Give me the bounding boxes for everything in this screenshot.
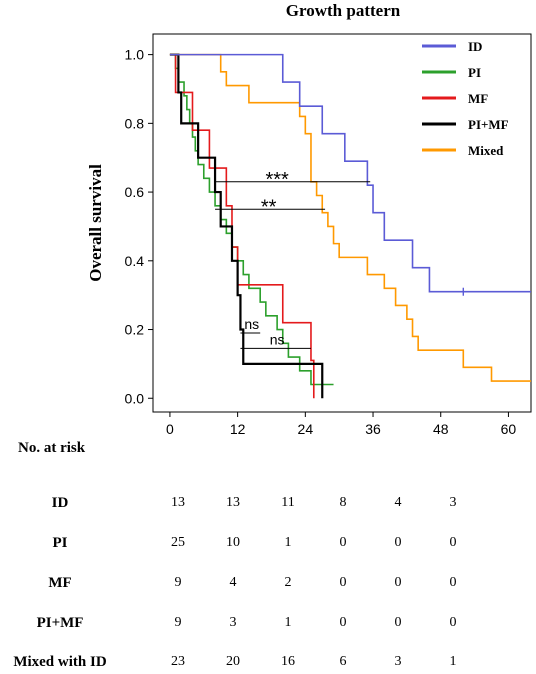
risk-cell: 4 <box>394 495 402 510</box>
risk-table-row: ID 13 13 11 8 4 3 <box>0 495 536 515</box>
risk-cell: 10 <box>226 535 240 550</box>
survival-curve-pi-mf <box>169 53 324 399</box>
risk-row-label: PI+MF <box>36 615 84 631</box>
significance-label: *** <box>265 169 289 191</box>
y-tick-label: 0.8 <box>125 115 145 131</box>
y-axis-label: Overall survival <box>86 164 105 282</box>
risk-cell: 23 <box>171 654 185 669</box>
risk-cell: 9 <box>174 615 182 630</box>
risk-cell: 0 <box>339 575 347 590</box>
risk-table-row: Mixed with ID 23 20 16 6 3 1 <box>0 654 536 674</box>
risk-table-row: MF 9 4 2 0 0 0 <box>0 575 536 595</box>
survival-curve-mixed <box>169 53 531 382</box>
significance-label: ns <box>244 316 259 332</box>
risk-cell: 0 <box>449 575 457 590</box>
risk-cell: 0 <box>339 615 347 630</box>
risk-cell: 0 <box>394 535 402 550</box>
risk-cell: 1 <box>284 535 292 550</box>
risk-row-label: MF <box>48 575 72 591</box>
survival-chart: Growth pattern 0 12 24 36 48 60 0.0 0.2 0.4 0.6 0.8… <box>86 1 532 437</box>
survival-curve-mf <box>169 53 315 399</box>
risk-cell: 13 <box>226 495 240 510</box>
risk-cell: 0 <box>449 535 457 550</box>
x-tick-label: 36 <box>365 421 381 437</box>
survival-curve-pi <box>169 53 334 386</box>
legend-label-id: ID <box>468 39 482 54</box>
risk-cell: 25 <box>171 535 185 550</box>
legend-label-mixed: Mixed <box>468 143 504 158</box>
risk-cell: 2 <box>284 575 292 590</box>
x-tick-label: 12 <box>230 421 246 437</box>
risk-row-label: ID <box>51 495 69 511</box>
y-tick-label: 0.0 <box>125 390 145 406</box>
risk-cell: 3 <box>449 495 457 510</box>
legend-label-pi: PI <box>468 65 481 80</box>
risk-cell: 16 <box>281 654 295 669</box>
risk-cell: 3 <box>394 654 402 669</box>
risk-cell: 20 <box>226 654 240 669</box>
x-tick-label: 24 <box>298 421 314 437</box>
y-tick-label: 0.4 <box>125 253 145 269</box>
y-tick-label: 1.0 <box>125 47 145 63</box>
risk-cell: 1 <box>449 654 457 669</box>
legend-label-mf: MF <box>468 91 488 106</box>
x-tick-label: 60 <box>501 421 517 437</box>
risk-cell: 3 <box>229 615 237 630</box>
risk-cell: 9 <box>174 575 182 590</box>
risk-cell: 11 <box>281 495 295 510</box>
y-tick-label: 0.6 <box>125 184 145 200</box>
risk-cell: 0 <box>339 535 347 550</box>
x-tick-label: 48 <box>433 421 449 437</box>
risk-cell: 1 <box>284 615 292 630</box>
legend-label-pi-mf: PI+MF <box>468 117 509 132</box>
risk-cell: 0 <box>394 575 402 590</box>
y-tick-label: 0.2 <box>125 322 145 338</box>
risk-table-row: PI 25 10 1 0 0 0 <box>0 535 536 555</box>
x-tick-label: 0 <box>166 421 174 437</box>
risk-row-label: Mixed with ID <box>13 654 107 670</box>
risk-cell: 0 <box>394 615 402 630</box>
risk-cell: 13 <box>171 495 185 510</box>
significance-label: ns <box>270 332 285 348</box>
risk-row-label: PI <box>52 535 68 551</box>
significance-label: ** <box>261 197 277 219</box>
risk-cell: 0 <box>449 615 457 630</box>
risk-cell: 8 <box>339 495 347 510</box>
plot-frame <box>152 33 532 413</box>
risk-table-row: PI+MF 9 3 1 0 0 0 <box>0 615 536 635</box>
survival-curve-id <box>169 53 531 293</box>
risk-table-header: No. at risk <box>18 440 86 456</box>
risk-cell: 4 <box>229 575 237 590</box>
chart-title: Growth pattern <box>286 1 401 20</box>
risk-cell: 6 <box>339 654 347 669</box>
